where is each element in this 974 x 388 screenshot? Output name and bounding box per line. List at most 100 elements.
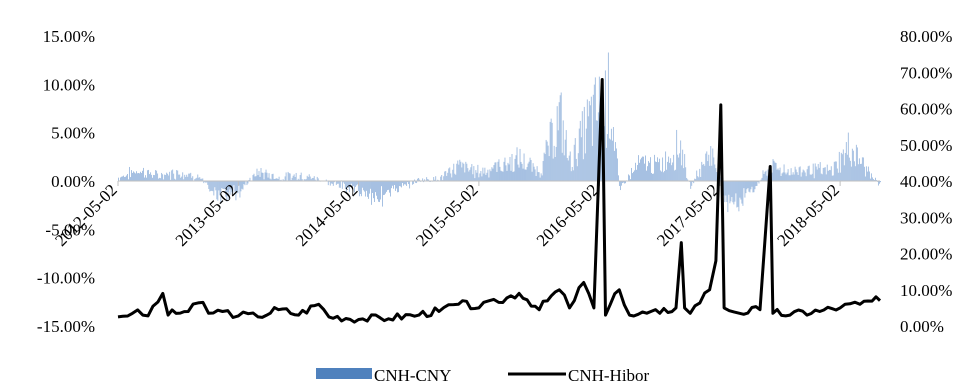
cnh-cny-bar (698, 177, 700, 181)
cnh-cny-bar (784, 172, 786, 181)
cnh-cny-bar (504, 157, 506, 181)
cnh-cny-bar (282, 179, 284, 181)
cnh-cny-bar (623, 181, 625, 184)
cnh-cny-bar (353, 181, 355, 193)
cnh-cny-bar (521, 163, 523, 181)
cnh-cny-bar (164, 174, 166, 181)
cnh-cny-bar (840, 152, 842, 181)
cnh-cny-bar (860, 163, 862, 181)
cnh-cny-bar (604, 70, 606, 181)
cnh-cny-bar (146, 177, 148, 181)
cnh-cny-bar (471, 164, 473, 181)
cnh-cny-bar (707, 161, 709, 181)
cnh-cny-bar (272, 173, 274, 181)
cnh-cny-bar (858, 158, 860, 181)
cnh-cny-bar (664, 170, 666, 181)
cnh-cny-bar (496, 171, 498, 181)
cnh-cny-bar (574, 138, 576, 181)
cnh-cny-bar (508, 164, 510, 181)
cnh-cny-bar (802, 169, 804, 181)
cnh-cny-bar (338, 181, 340, 188)
cnh-cny-bar (381, 181, 382, 187)
cnh-cny-bar (219, 181, 221, 196)
cnh-cny-bar (787, 169, 789, 181)
legend-label-cnh-hibor: CNH-Hibor (568, 366, 650, 385)
cnh-cny-bar (310, 179, 312, 181)
cnh-cny-bar (674, 170, 676, 181)
cnh-cny-bar (630, 179, 631, 181)
cnh-cny-bar (401, 181, 403, 188)
cnh-cny-bar (610, 128, 612, 181)
cnh-cny-bar (473, 166, 475, 181)
cnh-cny-bar (746, 181, 748, 190)
right-axis-tick-label: 70.00% (900, 63, 952, 82)
legend-label-cnh-cny: CNH-CNY (374, 366, 451, 385)
cnh-cny-bar (607, 52, 609, 182)
cnh-cny-bar (566, 157, 568, 181)
cnh-cny-bar (582, 159, 584, 181)
cnh-cny-bar (842, 149, 844, 181)
cnh-cny-bar (171, 170, 173, 181)
cnh-cny-bar (464, 172, 466, 181)
cnh-cny-bar (543, 152, 545, 181)
cnh-cny-bar (316, 176, 318, 181)
cnh-cny-bar (465, 161, 467, 181)
cnh-cny-bar (631, 167, 632, 181)
cnh-cny-bar (294, 176, 296, 181)
cnh-cny-bar (189, 173, 191, 181)
cnh-cny-bar (775, 162, 777, 181)
cnh-cny-bar (267, 177, 269, 181)
cnh-cny-bar (647, 166, 648, 181)
cnh-cny-bar (190, 172, 192, 181)
cnh-cny-bar (222, 181, 224, 189)
cnh-cny-bar (767, 169, 769, 181)
cnh-cny-bar (417, 178, 419, 181)
cnh-cny-bar (325, 179, 327, 181)
cnh-cny-bar (335, 181, 337, 185)
right-axis-tick-label: 20.00% (900, 245, 952, 264)
cnh-cny-bar (407, 181, 409, 183)
cnh-cny-bar (226, 181, 228, 202)
cnh-cny-bar (280, 179, 282, 181)
cnh-cny-bar (515, 155, 517, 181)
cnh-cny-bar (197, 174, 199, 181)
cnh-cny-bar (235, 181, 237, 201)
cnh-cny-bar (855, 144, 857, 181)
cnh-cny-bar (638, 155, 639, 181)
cnh-cny-bar (660, 170, 662, 181)
cnh-cny-bar (782, 172, 784, 181)
cnh-cny-bar (571, 166, 573, 181)
cnh-cny-bar (351, 181, 353, 187)
cnh-cny-bar (187, 176, 189, 181)
cnh-cny-bar (474, 178, 476, 181)
cnh-cny-bar (643, 156, 644, 181)
cnh-cny-bar (386, 181, 387, 192)
cnh-cny-bar (391, 181, 392, 189)
cnh-cny-bar (807, 166, 809, 181)
cnh-cny-bar (336, 181, 338, 184)
cnh-cny-bar (744, 181, 746, 198)
cnh-cny-bar (303, 179, 305, 181)
cnh-cny-bar (749, 181, 751, 193)
cnh-cny-bar (595, 120, 597, 181)
cnh-cny-bar (499, 166, 501, 181)
cnh-cny-bar (413, 181, 415, 184)
cnh-cny-bar (491, 167, 493, 181)
cnh-cny-bar (523, 153, 525, 181)
cnh-cny-bar (657, 157, 659, 181)
cnh-cny-bar (446, 175, 448, 181)
cnh-cny-bar (825, 174, 827, 181)
cnh-cny-bar (461, 167, 463, 181)
cnh-cny-bar (172, 169, 174, 181)
right-axis-tick-label: 0.00% (900, 317, 944, 336)
cnh-cny-bar (329, 181, 331, 186)
cnh-cny-bar (757, 181, 759, 183)
cnh-cny-bar (237, 181, 239, 194)
cnh-cny-bar (559, 95, 561, 181)
x-axis-tick-label: 2015-05-02 (412, 180, 482, 250)
cnh-cny-bar (263, 179, 265, 181)
cnh-cny-bar (550, 118, 552, 181)
cnh-cny-bar (877, 181, 879, 186)
cnh-cny-bar (705, 153, 707, 181)
cnh-cny-bar (568, 155, 570, 181)
